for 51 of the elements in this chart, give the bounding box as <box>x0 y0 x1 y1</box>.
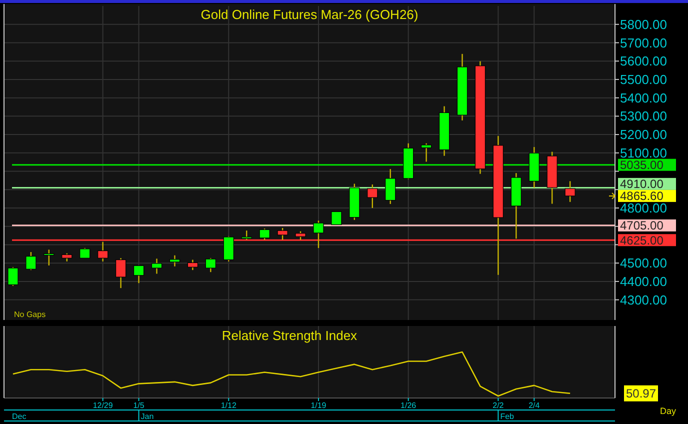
candlestick <box>44 249 54 266</box>
y-tick-label: 5200.00 <box>620 127 667 142</box>
candlestick <box>313 220 324 249</box>
chart-title: Gold Online Futures Mar-26 (GOH26) <box>200 7 418 22</box>
candlestick <box>80 247 90 259</box>
ref-line-label: 5035.00 <box>620 158 664 172</box>
x-tick-label: 1/12 <box>220 401 237 410</box>
y-tick-label: 5400.00 <box>620 90 667 106</box>
x-tick-label: 12/29 <box>92 401 114 410</box>
ref-line-label: 4910.00 <box>620 177 664 192</box>
y-tick-label: 5100.00 <box>620 145 667 160</box>
candlestick <box>223 236 234 262</box>
y-tick-label: 5600.00 <box>620 54 667 69</box>
candlestick <box>133 265 144 284</box>
ref-line-label: 4705.00 <box>620 218 664 233</box>
x-tick-label: 1/5 <box>133 401 145 410</box>
candlestick <box>26 251 36 271</box>
y-tick-label: 4800.00 <box>620 200 667 216</box>
text: Jan <box>140 412 154 421</box>
y-tick-label: 4300.00 <box>620 292 667 308</box>
candlestick <box>421 142 432 162</box>
y-tick-label: 5800.00 <box>620 16 667 32</box>
y-tick-label: 4500.00 <box>620 256 667 271</box>
annotation: No Gaps <box>14 310 46 319</box>
text: Feb <box>500 412 515 421</box>
text: 4865.60 <box>620 189 664 204</box>
candlestick <box>187 259 198 271</box>
x-tick-label: 1/19 <box>310 401 327 410</box>
y-tick-label: 5700.00 <box>620 35 667 50</box>
candlestick <box>169 254 180 267</box>
candlestick <box>151 258 162 274</box>
text: Dec <box>12 412 26 421</box>
candlestick <box>564 180 576 203</box>
x-tick-label: 1/26 <box>400 401 417 410</box>
candlestick <box>259 228 270 241</box>
y-tick-label: 5500.00 <box>620 72 667 87</box>
candlestick <box>116 258 126 289</box>
y-tick-label: 4400.00 <box>620 274 667 289</box>
candlestick <box>367 184 378 209</box>
candlestick <box>385 168 396 205</box>
text: 50.97 <box>626 386 656 401</box>
text: Day <box>660 406 676 416</box>
candlestick <box>241 230 252 241</box>
y-tick-label: 5300.00 <box>620 108 667 124</box>
x-tick-label: 2/2 <box>492 401 504 410</box>
candlestick <box>8 266 18 286</box>
x-tick-label: 2/4 <box>528 401 540 410</box>
candlestick <box>205 258 216 273</box>
candlestick <box>331 211 342 225</box>
chart-title: Relative Strength Index <box>222 328 358 343</box>
ref-line-label: 4625.00 <box>620 233 664 248</box>
